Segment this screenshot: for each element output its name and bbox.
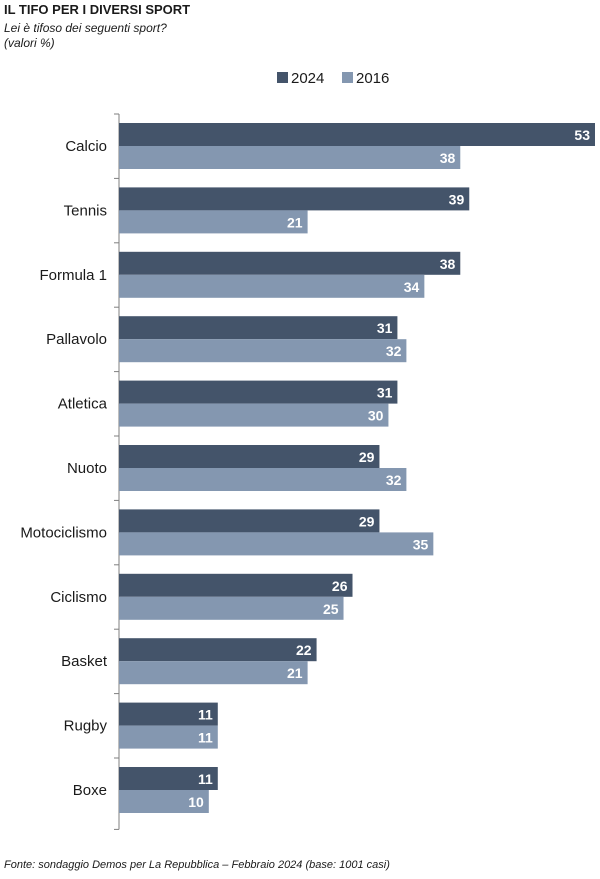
subtitle-unit: (valori %) [4,36,55,50]
bar-2016 [119,596,344,620]
legend-label-2024: 2024 [291,70,324,87]
chart-subtitle: Lei è tifoso dei seguenti sport? (valori… [4,21,167,51]
category-label: Calcio [65,138,107,155]
source-note: Fonte: sondaggio Demos per La Repubblica… [4,859,390,871]
data-label-2016: 21 [287,665,303,681]
data-label-2024: 53 [574,127,590,143]
data-label-2024: 31 [377,320,393,336]
data-label-2024: 22 [296,642,312,658]
category-label: Basket [61,653,108,670]
category-label: Atletica [58,396,108,413]
bar-2016 [119,339,407,363]
bar-2016 [119,146,461,169]
data-label-2024: 26 [332,578,348,594]
data-label-2024: 38 [440,256,456,272]
data-label-2016: 21 [287,214,303,230]
data-label-2024: 29 [359,513,375,529]
data-label-2016: 32 [386,472,402,488]
category-label: Motociclismo [20,524,107,541]
bar-2024 [119,509,380,533]
data-label-2024: 39 [449,191,465,207]
data-label-2024: 29 [359,449,375,465]
bar-2016 [119,661,308,685]
category-label: Pallavolo [46,331,107,348]
bar-2024 [119,445,380,468]
data-label-2016: 11 [198,730,213,746]
bar-2024 [119,767,218,790]
bar-2016 [119,790,209,813]
bar-2016 [119,468,407,491]
bar-2024 [119,187,470,211]
chart-title: IL TIFO PER I DIVERSI SPORT [4,2,191,17]
bar-2016 [119,274,425,298]
data-label-2016: 35 [413,536,429,552]
data-label-2016: 30 [368,408,384,424]
legend-label-2016: 2016 [356,70,389,87]
data-label-2016: 34 [404,279,420,295]
bar-2016 [119,532,434,556]
legend-swatch-2016 [342,72,353,83]
legend-swatch-2024 [277,72,288,83]
bar-2024 [119,380,398,404]
data-label-2016: 38 [440,150,456,166]
bar-2016 [119,210,308,234]
bar-2024 [119,573,353,597]
bar-2024 [119,702,218,726]
category-label: Ciclismo [50,589,107,606]
bar-2016 [119,725,218,749]
bar-2024 [119,123,595,146]
category-label: Formula 1 [39,267,107,284]
data-label-2016: 25 [323,601,339,617]
data-label-2016: 32 [386,343,402,359]
category-label: Tennis [64,202,107,219]
subtitle-question: Lei è tifoso dei seguenti sport? [4,21,167,35]
bar-2016 [119,403,389,427]
bar-2024 [119,316,398,340]
category-label: Boxe [73,782,107,799]
data-label-2024: 11 [198,771,213,787]
data-label-2024: 11 [198,707,213,723]
bar-2024 [119,638,317,662]
category-label: Nuoto [67,460,107,477]
data-label-2016: 10 [188,794,204,810]
category-label: Rugby [64,718,108,735]
data-label-2024: 31 [377,385,393,401]
bar-2024 [119,251,461,275]
